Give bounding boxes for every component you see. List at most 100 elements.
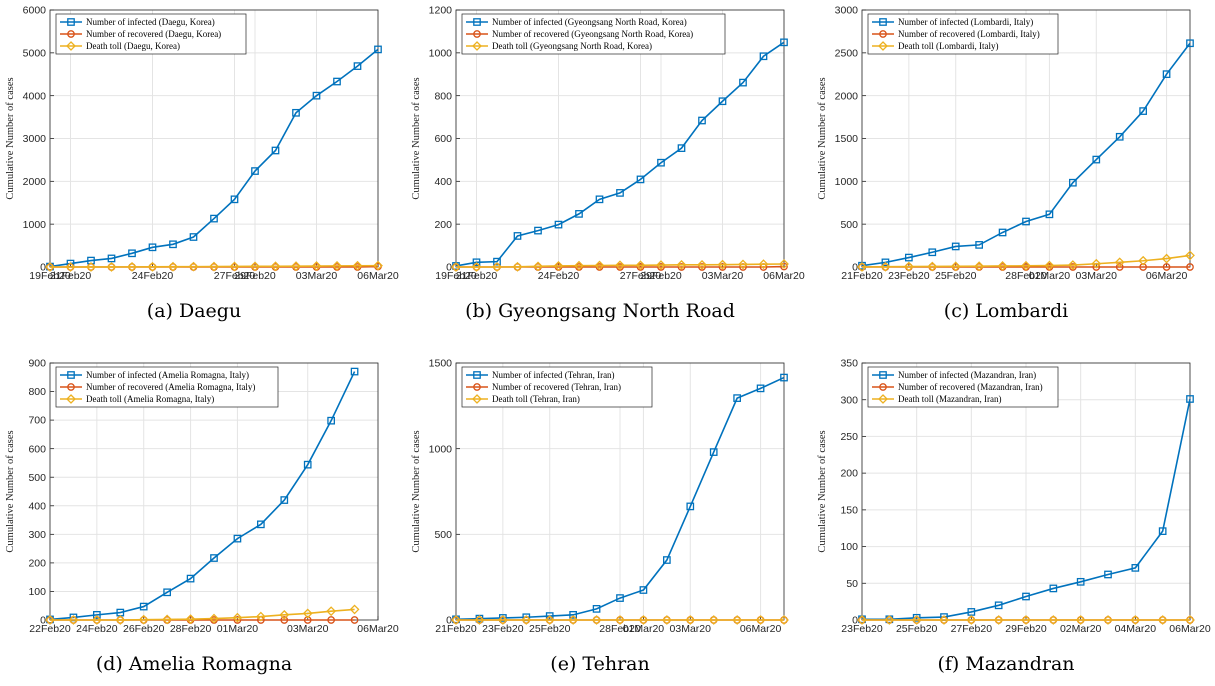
legend-marker (879, 30, 887, 38)
data-point (779, 615, 789, 625)
data-point (303, 460, 312, 469)
data-point (997, 261, 1008, 271)
y-axis-label: Cumulative Number of cases (5, 77, 16, 199)
data-point (1045, 210, 1054, 219)
y-tick-label: 0 (852, 615, 858, 627)
data-point (758, 259, 769, 270)
data-point (333, 77, 341, 86)
data-point (755, 615, 766, 625)
data-point (1115, 132, 1124, 141)
data-point (733, 394, 741, 402)
y-tick-label: 800 (28, 386, 46, 398)
data-point (280, 496, 289, 504)
data-point (1161, 253, 1172, 264)
data-point (534, 226, 542, 235)
series-line (49, 371, 356, 621)
chart-panel-c: 0 500 1000 1500 2000 2500 3000 21Feb20 23Feb20 25… (817, 5, 1195, 322)
y-tick-label: 200 (28, 557, 46, 569)
legend-marker (473, 30, 481, 38)
x-tick-label: 03Mar20 (1076, 270, 1118, 282)
data-point (311, 261, 322, 271)
data-point (471, 262, 482, 272)
legend-marker (472, 394, 482, 404)
legend: Number of infected (Lombardi, Italy) Numb… (867, 13, 1059, 55)
data-point (1138, 255, 1149, 266)
data-point (911, 615, 922, 625)
data-point (251, 167, 259, 175)
data-point (709, 448, 718, 456)
legend-box (55, 366, 279, 408)
legend-entry: Death toll (Lombardi, Italy) (898, 41, 998, 51)
x-tick-label: 21Feb20 (841, 270, 883, 282)
x-tick-label: 25Feb20 (529, 623, 571, 635)
x-tick-label: 02Mar20 (1060, 623, 1102, 635)
data-point (1186, 263, 1194, 271)
data-point (554, 220, 563, 229)
data-point (717, 259, 728, 270)
y-tick-label: 600 (28, 443, 46, 455)
data-point (210, 214, 218, 223)
data-point (350, 616, 359, 624)
series-death-toll (451, 615, 789, 625)
y-tick-label: 2500 (835, 47, 859, 59)
x-tick-label: 25Feb20 (896, 623, 938, 635)
data-point (698, 263, 706, 271)
x-tick-label: 01Mar20 (217, 623, 259, 635)
legend-marker (67, 18, 75, 26)
series-infected (858, 395, 1194, 624)
x-tick-label: 28Feb20 (599, 623, 641, 635)
legend-entry: Death toll (Daegu, Korea) (86, 41, 180, 51)
y-tick-label: 1000 (23, 219, 47, 231)
data-point (1091, 258, 1102, 269)
data-point (1103, 615, 1113, 625)
data-point (513, 232, 522, 240)
y-tick-label: 1200 (429, 5, 453, 17)
y-tick-label: 6000 (23, 5, 47, 17)
y-tick-label: 500 (28, 472, 46, 484)
data-point (302, 608, 313, 619)
subfigure-caption: (a) Daegu (147, 300, 241, 322)
y-tick-label: 150 (840, 504, 858, 516)
legend-entry: Death toll (Amelia Romagna, Italy) (86, 394, 214, 404)
data-point (533, 261, 543, 272)
data-point (1067, 260, 1078, 270)
y-tick-label: 1000 (429, 47, 453, 59)
data-point (493, 257, 501, 266)
data-point (544, 615, 555, 625)
data-point (676, 259, 687, 270)
series-line (455, 41, 785, 267)
x-tick-label: 06Mar20 (763, 270, 805, 282)
data-point (232, 612, 243, 623)
data-point (994, 601, 1003, 610)
data-point (1157, 615, 1168, 625)
y-tick-label: 200 (840, 468, 858, 480)
series-line (861, 254, 1191, 268)
legend-entry: Death toll (Mazandran, Iran) (898, 394, 1001, 404)
y-tick-label: 4000 (23, 90, 47, 102)
legend-marker (67, 371, 75, 379)
data-point (1185, 250, 1195, 261)
subfigure-caption: (c) Lombardi (944, 300, 1068, 322)
y-tick-label: 250 (840, 431, 858, 443)
legend: Number of infected (Mazandran, Iran) Numb… (867, 366, 1059, 408)
x-tick-label: 06Mar20 (740, 623, 782, 635)
data-point (45, 262, 55, 272)
data-point (677, 263, 686, 271)
data-point (279, 609, 290, 620)
x-tick-label: 06Mar20 (1169, 623, 1211, 635)
x-tick-label: 01Mar20 (1029, 270, 1071, 282)
legend-marker (879, 383, 887, 391)
legend-entry: Number of recovered (Tehran, Iran) (492, 382, 621, 392)
data-point (686, 502, 695, 511)
legend-entry: Number of infected (Daegu, Korea) (86, 17, 215, 27)
data-point (229, 261, 240, 272)
legend-marker (473, 383, 481, 391)
data-point (230, 195, 239, 204)
series-infected (858, 39, 1194, 270)
y-tick-label: 1500 (835, 133, 859, 145)
x-tick-label: 24Feb20 (538, 270, 580, 282)
data-point (591, 615, 602, 625)
data-point (975, 241, 983, 249)
data-point (1185, 615, 1195, 625)
data-point (86, 262, 96, 272)
